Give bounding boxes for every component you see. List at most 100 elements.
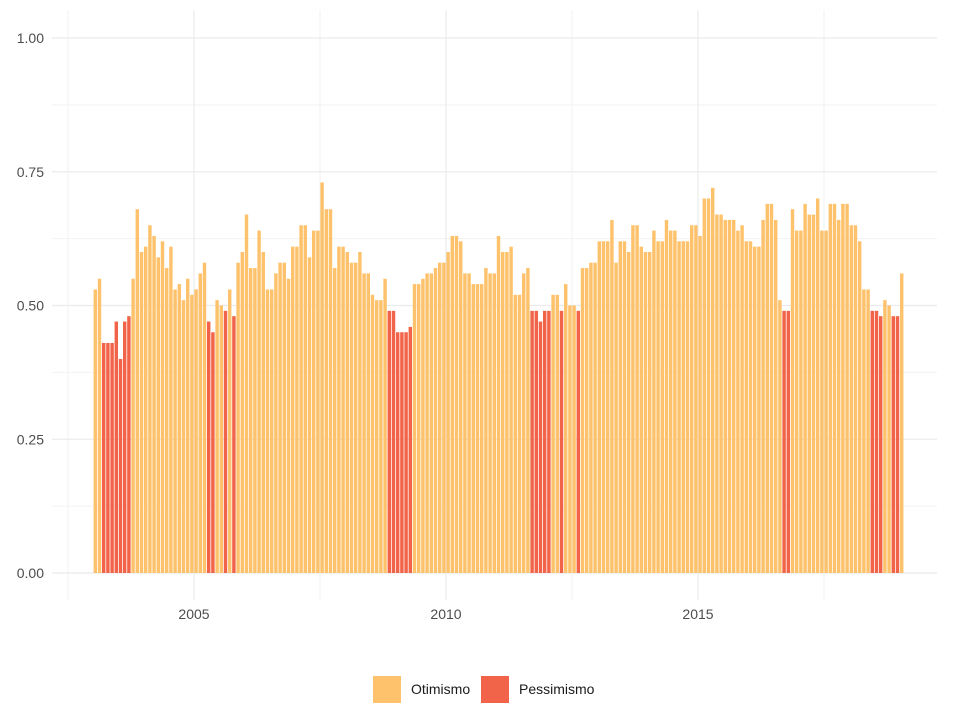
bar-otimismo — [97, 278, 102, 573]
y-tick-label: 0.50 — [17, 298, 44, 314]
bar-otimismo — [442, 262, 446, 573]
bar-otimismo — [887, 305, 891, 573]
bar-otimismo — [332, 268, 337, 573]
bar-otimismo — [265, 289, 270, 573]
bar-pessimismo — [547, 310, 551, 573]
bar-otimismo — [639, 246, 644, 573]
bar-otimismo — [618, 241, 623, 574]
bar-pessimismo — [530, 310, 534, 573]
bar-pessimismo — [387, 310, 392, 573]
bar-otimismo — [173, 289, 177, 573]
bar-pessimismo — [891, 316, 896, 573]
bar-otimismo — [563, 284, 568, 573]
bar-otimismo — [509, 246, 513, 573]
bar-pessimismo — [782, 310, 786, 573]
bar-pessimismo — [232, 316, 236, 573]
legend-label-pessimismo: Pessimismo — [519, 681, 595, 697]
bar-pessimismo — [870, 310, 875, 573]
bar-otimismo — [349, 262, 354, 573]
bar-otimismo — [555, 294, 560, 573]
bar-otimismo — [593, 262, 597, 573]
bar-otimismo — [362, 273, 366, 573]
bar-otimismo — [194, 289, 198, 573]
legend-label-otimismo: Otimismo — [411, 681, 470, 697]
bar-otimismo — [446, 252, 450, 573]
bar-pessimismo — [101, 342, 106, 573]
bar-otimismo — [580, 268, 585, 573]
bar-otimismo — [899, 273, 904, 573]
bar-otimismo — [757, 246, 761, 573]
bar-otimismo — [253, 268, 257, 573]
bar-otimismo — [185, 278, 190, 573]
bar-otimismo — [664, 219, 669, 573]
bar-otimismo — [257, 230, 261, 573]
bar-pessimismo — [895, 316, 900, 573]
bar-otimismo — [324, 209, 329, 573]
bar-otimismo — [303, 225, 308, 573]
bar-otimismo — [316, 230, 320, 573]
bar-otimismo — [358, 252, 362, 573]
bar-otimismo — [366, 273, 371, 573]
bar-otimismo — [215, 300, 219, 573]
bar-otimismo — [492, 273, 497, 573]
bar-otimismo — [433, 268, 438, 573]
x-tick-label: 2005 — [178, 606, 209, 622]
bar-otimismo — [778, 300, 782, 573]
legend: Otimismo Pessimismo — [373, 676, 595, 703]
bar-otimismo — [131, 278, 135, 573]
bar-pessimismo — [118, 359, 123, 573]
bar-otimismo — [828, 203, 833, 573]
bar-pessimismo — [127, 316, 131, 573]
bar-otimismo — [467, 273, 471, 573]
bar-otimismo — [605, 241, 610, 574]
legend-item-otimismo: Otimismo — [373, 676, 470, 703]
bar-otimismo — [479, 284, 484, 573]
bar-otimismo — [148, 225, 152, 573]
bar-pessimismo — [206, 321, 211, 573]
legend-item-pessimismo: Pessimismo — [481, 676, 595, 703]
bar-otimismo — [862, 289, 866, 573]
bar-otimismo — [719, 214, 723, 574]
bar-otimismo — [836, 219, 841, 573]
bar-otimismo — [635, 225, 639, 573]
bar-otimismo — [311, 230, 316, 573]
y-tick-label: 1.00 — [17, 30, 44, 46]
bar-otimismo — [484, 268, 488, 573]
bar-otimismo — [320, 182, 324, 573]
legend-swatch-pessimismo — [481, 676, 509, 703]
bar-otimismo — [551, 294, 555, 573]
bar-otimismo — [677, 241, 681, 574]
bar-otimismo — [824, 230, 828, 573]
bar-otimismo — [681, 241, 686, 574]
bar-pessimismo — [559, 310, 564, 573]
bar-otimismo — [883, 300, 887, 573]
bar-pessimismo — [878, 316, 883, 573]
bar-otimismo — [610, 219, 614, 573]
bar-otimismo — [647, 252, 652, 573]
bar-otimismo — [849, 225, 854, 573]
bar-pessimismo — [404, 332, 408, 573]
bar-otimismo — [517, 294, 522, 573]
bar-otimismo — [282, 262, 287, 573]
bar-otimismo — [152, 235, 156, 573]
bar-otimismo — [698, 235, 702, 573]
bar-otimismo — [769, 203, 774, 573]
bar-pessimismo — [122, 321, 127, 573]
x-axis-ticks: 2005 2010 2015 — [178, 606, 713, 622]
bar-otimismo — [748, 241, 753, 574]
bar-otimismo — [429, 273, 434, 573]
bar-otimismo — [307, 257, 312, 573]
bar-pessimismo — [400, 332, 404, 573]
bar-otimismo — [841, 203, 845, 573]
bar-otimismo — [353, 262, 358, 573]
bar-otimismo — [761, 219, 765, 573]
bar-otimismo — [299, 225, 303, 573]
bar-otimismo — [341, 246, 345, 573]
bar-otimismo — [799, 230, 803, 573]
bar-otimismo — [668, 230, 673, 573]
bar-otimismo — [202, 262, 207, 573]
bar-pessimismo — [786, 310, 791, 573]
bar-otimismo — [773, 219, 778, 573]
bar-otimismo — [811, 214, 816, 574]
